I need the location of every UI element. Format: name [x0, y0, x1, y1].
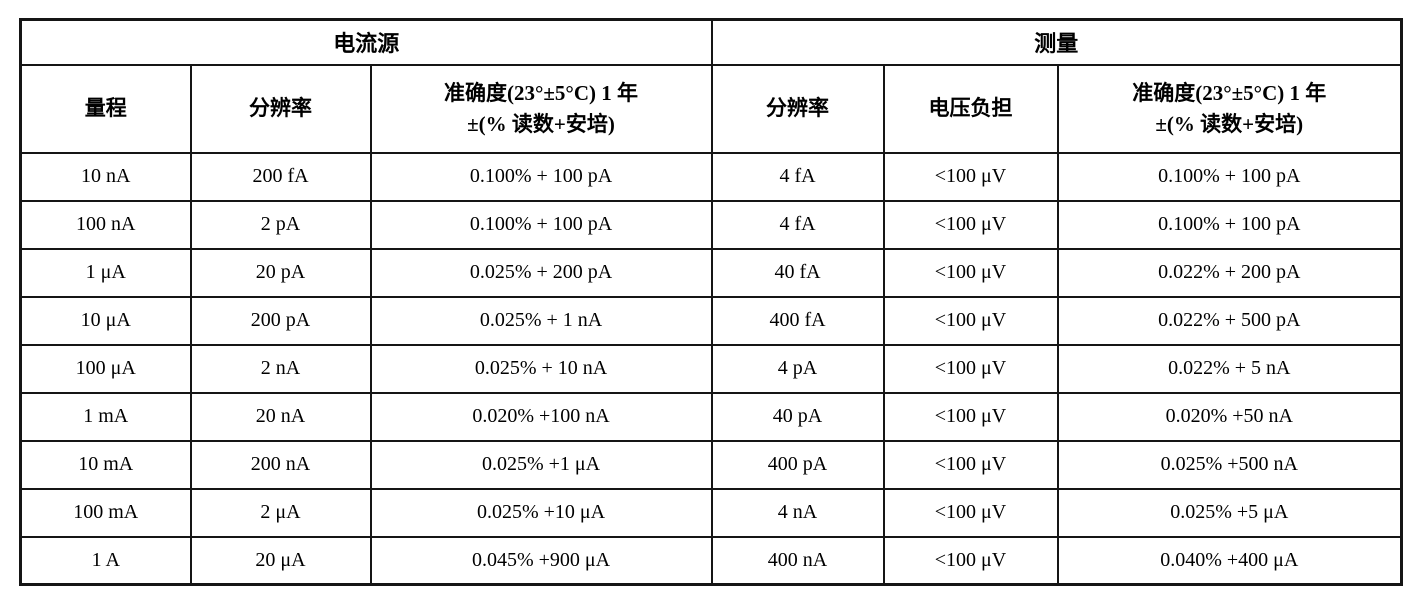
cell-measure-accuracy: 0.020% +50 nA: [1056, 391, 1403, 442]
header-source-resolution: 分辨率: [189, 63, 372, 154]
cell-source-resolution: 2 nA: [189, 343, 372, 394]
cell-source-resolution: 200 nA: [189, 439, 372, 490]
current-spec-table: 电流源 测量 量程 分辨率 准确度(23°±5°C) 1 年 ±(% 读数+安培…: [19, 18, 1404, 586]
cell-measure-accuracy: 0.100% + 100 pA: [1056, 151, 1403, 202]
cell-voltage-burden: <100 μV: [882, 535, 1059, 586]
cell-measure-resolution: 4 nA: [710, 487, 885, 538]
cell-range: 10 μA: [19, 295, 192, 346]
cell-voltage-burden: <100 μV: [882, 487, 1059, 538]
cell-range: 100 nA: [19, 199, 192, 250]
cell-measure-resolution: 40 pA: [710, 391, 885, 442]
header-measure-accuracy-line1: 准确度(23°±5°C) 1 年: [1132, 81, 1327, 106]
cell-measure-resolution: 400 nA: [710, 535, 885, 586]
table-row: 1 mA 20 nA 0.020% +100 nA 40 pA <100 μV …: [19, 391, 1403, 442]
cell-source-accuracy: 0.025% + 1 nA: [369, 295, 713, 346]
cell-source-resolution: 200 fA: [189, 151, 372, 202]
cell-voltage-burden: <100 μV: [882, 439, 1059, 490]
cell-measure-resolution: 4 fA: [710, 199, 885, 250]
cell-source-accuracy: 0.025% + 200 pA: [369, 247, 713, 298]
cell-source-accuracy: 0.045% +900 μA: [369, 535, 713, 586]
cell-source-resolution: 20 μA: [189, 535, 372, 586]
cell-source-accuracy: 0.025% +10 μA: [369, 487, 713, 538]
table-row: 10 mA 200 nA 0.025% +1 μA 400 pA <100 μV…: [19, 439, 1403, 490]
cell-measure-accuracy: 0.022% + 500 pA: [1056, 295, 1403, 346]
cell-source-accuracy: 0.020% +100 nA: [369, 391, 713, 442]
cell-measure-accuracy: 0.025% +5 μA: [1056, 487, 1403, 538]
cell-source-resolution: 20 pA: [189, 247, 372, 298]
header-voltage-burden: 电压负担: [882, 63, 1059, 154]
table-row: 100 mA 2 μA 0.025% +10 μA 4 nA <100 μV 0…: [19, 487, 1403, 538]
table-row: 10 nA 200 fA 0.100% + 100 pA 4 fA <100 μ…: [19, 151, 1403, 202]
header-measure-accuracy: 准确度(23°±5°C) 1 年 ±(% 读数+安培): [1056, 63, 1403, 154]
header-source-accuracy: 准确度(23°±5°C) 1 年 ±(% 读数+安培): [369, 63, 713, 154]
cell-voltage-burden: <100 μV: [882, 247, 1059, 298]
section-header-row: 电流源 测量: [19, 18, 1403, 66]
cell-source-accuracy: 0.100% + 100 pA: [369, 199, 713, 250]
cell-measure-resolution: 400 fA: [710, 295, 885, 346]
cell-source-accuracy: 0.025% + 10 nA: [369, 343, 713, 394]
table-row: 1 A 20 μA 0.045% +900 μA 400 nA <100 μV …: [19, 535, 1403, 586]
cell-source-accuracy: 0.025% +1 μA: [369, 439, 713, 490]
cell-range: 100 μA: [19, 343, 192, 394]
header-source-accuracy-line2: ±(% 读数+安培): [467, 111, 615, 136]
cell-source-resolution: 200 pA: [189, 295, 372, 346]
cell-measure-accuracy: 0.040% +400 μA: [1056, 535, 1403, 586]
cell-source-resolution: 20 nA: [189, 391, 372, 442]
cell-range: 10 nA: [19, 151, 192, 202]
cell-range: 1 A: [19, 535, 192, 586]
cell-voltage-burden: <100 μV: [882, 391, 1059, 442]
header-measure-accuracy-line2: ±(% 读数+安培): [1155, 111, 1304, 136]
section-current-source: 电流源: [19, 18, 713, 66]
cell-range: 100 mA: [19, 487, 192, 538]
header-measure-resolution: 分辨率: [710, 63, 885, 154]
cell-voltage-burden: <100 μV: [882, 199, 1059, 250]
table-row: 100 μA 2 nA 0.025% + 10 nA 4 pA <100 μV …: [19, 343, 1403, 394]
column-header-row: 量程 分辨率 准确度(23°±5°C) 1 年 ±(% 读数+安培) 分辨率 电…: [19, 63, 1403, 154]
table-row: 1 μA 20 pA 0.025% + 200 pA 40 fA <100 μV…: [19, 247, 1403, 298]
section-measurement: 测量: [710, 18, 1403, 66]
cell-source-accuracy: 0.100% + 100 pA: [369, 151, 713, 202]
table-row: 10 μA 200 pA 0.025% + 1 nA 400 fA <100 μ…: [19, 295, 1403, 346]
cell-voltage-burden: <100 μV: [882, 295, 1059, 346]
cell-source-resolution: 2 pA: [189, 199, 372, 250]
header-source-accuracy-line1: 准确度(23°±5°C) 1 年: [444, 81, 638, 106]
cell-voltage-burden: <100 μV: [882, 343, 1059, 394]
cell-range: 10 mA: [19, 439, 192, 490]
cell-voltage-burden: <100 μV: [882, 151, 1059, 202]
cell-measure-accuracy: 0.022% + 5 nA: [1056, 343, 1403, 394]
cell-measure-resolution: 400 pA: [710, 439, 885, 490]
cell-source-resolution: 2 μA: [189, 487, 372, 538]
cell-range: 1 μA: [19, 247, 192, 298]
cell-measure-resolution: 4 fA: [710, 151, 885, 202]
cell-measure-resolution: 40 fA: [710, 247, 885, 298]
cell-range: 1 mA: [19, 391, 192, 442]
cell-measure-accuracy: 0.022% + 200 pA: [1056, 247, 1403, 298]
cell-measure-accuracy: 0.100% + 100 pA: [1056, 199, 1403, 250]
cell-measure-resolution: 4 pA: [710, 343, 885, 394]
table-row: 100 nA 2 pA 0.100% + 100 pA 4 fA <100 μV…: [19, 199, 1403, 250]
header-range: 量程: [19, 63, 192, 154]
cell-measure-accuracy: 0.025% +500 nA: [1056, 439, 1403, 490]
